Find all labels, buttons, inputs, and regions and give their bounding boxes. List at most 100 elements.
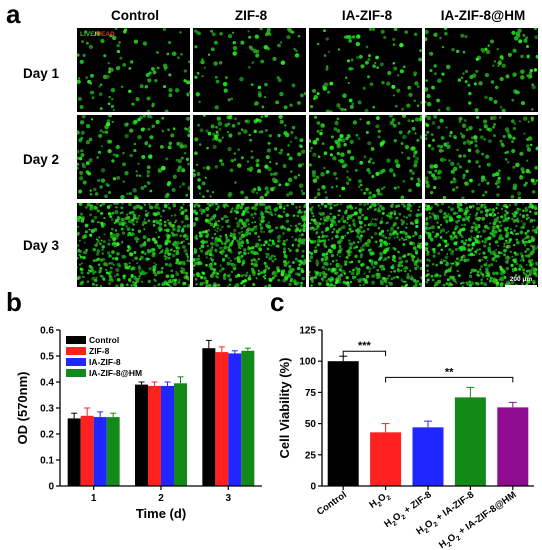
live-cell (94, 271, 97, 274)
live-cell (212, 144, 217, 150)
live-cell (212, 225, 216, 228)
live-cell (183, 281, 187, 286)
live-cell (208, 249, 213, 254)
live-cell (89, 204, 94, 208)
live-cell (268, 256, 273, 261)
live-cell (178, 260, 183, 265)
live-cell (321, 142, 325, 145)
live-cell (497, 64, 500, 68)
live-cell (253, 205, 257, 209)
live-cell (157, 246, 162, 250)
live-cell (425, 176, 429, 181)
live-cell (403, 269, 407, 273)
live-cell (204, 251, 209, 256)
live-cell (286, 262, 289, 265)
y-axis-label: OD (570nm) (15, 372, 30, 445)
live-cell (89, 193, 93, 196)
live-cell (335, 120, 338, 124)
live-cell (255, 277, 258, 280)
live-cell (212, 137, 216, 141)
live-cell (173, 213, 177, 217)
live-cell (533, 229, 538, 234)
live-cell (144, 252, 147, 256)
live-cell (398, 261, 402, 265)
live-cell (526, 247, 530, 251)
live-cell (80, 153, 85, 158)
live-cell (461, 285, 464, 287)
live-cell (249, 169, 252, 173)
live-cell (468, 205, 473, 209)
live-cell (492, 250, 496, 253)
live-cell (188, 284, 190, 287)
live-cell (349, 155, 355, 161)
live-cell (500, 237, 504, 241)
live-cell (363, 243, 367, 246)
live-cell (359, 255, 363, 259)
live-cell (254, 212, 257, 216)
live-cell (112, 237, 117, 242)
live-cell (325, 67, 329, 71)
live-cell (77, 166, 79, 170)
live-cell (524, 254, 528, 257)
live-cell (400, 195, 405, 199)
live-cell (186, 235, 189, 238)
live-cell (437, 225, 441, 229)
live-cell (113, 221, 116, 225)
live-cell (425, 183, 431, 188)
live-cell (495, 278, 498, 282)
live-cell (370, 263, 374, 266)
live-cell (472, 73, 477, 78)
live-cell (210, 265, 213, 268)
live-cell (317, 281, 322, 286)
live-cell (440, 248, 444, 252)
live-cell (312, 178, 318, 183)
live-cell (376, 188, 381, 193)
live-cell (336, 144, 341, 149)
live-cell (415, 213, 420, 218)
live-cell (236, 258, 241, 263)
live-cell (387, 236, 391, 240)
live-cell (113, 245, 116, 248)
live-cell (359, 239, 362, 243)
live-cell (452, 166, 458, 172)
live-cell (247, 252, 250, 255)
live-cell (463, 119, 467, 122)
live-cell (288, 264, 292, 268)
microscopy-tile-r1-c2 (193, 28, 306, 112)
live-cell (425, 115, 428, 118)
live-cell (392, 123, 397, 128)
live-cell (409, 252, 413, 256)
live-cell (404, 30, 408, 34)
live-cell (386, 81, 391, 86)
live-cell (323, 29, 326, 33)
live-cell (107, 212, 112, 216)
bar-control-day2 (135, 384, 148, 486)
live-cell (478, 230, 481, 234)
live-cell (321, 265, 326, 270)
live-cell (204, 240, 209, 244)
live-cell (312, 227, 316, 231)
live-cell (344, 76, 348, 79)
live-cell (425, 242, 429, 246)
live-cell (445, 64, 451, 70)
live-cell (510, 263, 514, 267)
live-cell (263, 261, 267, 265)
live-cell (271, 259, 275, 263)
live-cell (207, 220, 211, 224)
live-cell (100, 239, 103, 242)
live-cell (127, 232, 132, 236)
live-cell (426, 204, 431, 209)
live-cell (88, 44, 94, 50)
live-cell (531, 108, 534, 111)
live-cell (280, 60, 286, 65)
live-cell (470, 235, 473, 238)
live-cell (130, 284, 133, 287)
live-cell (193, 253, 195, 255)
live-cell (264, 264, 268, 268)
live-cell (157, 168, 163, 173)
live-cell (194, 235, 198, 240)
live-cell (372, 265, 376, 269)
live-cell (309, 226, 313, 231)
live-cell (116, 176, 121, 180)
live-cell (380, 268, 383, 271)
